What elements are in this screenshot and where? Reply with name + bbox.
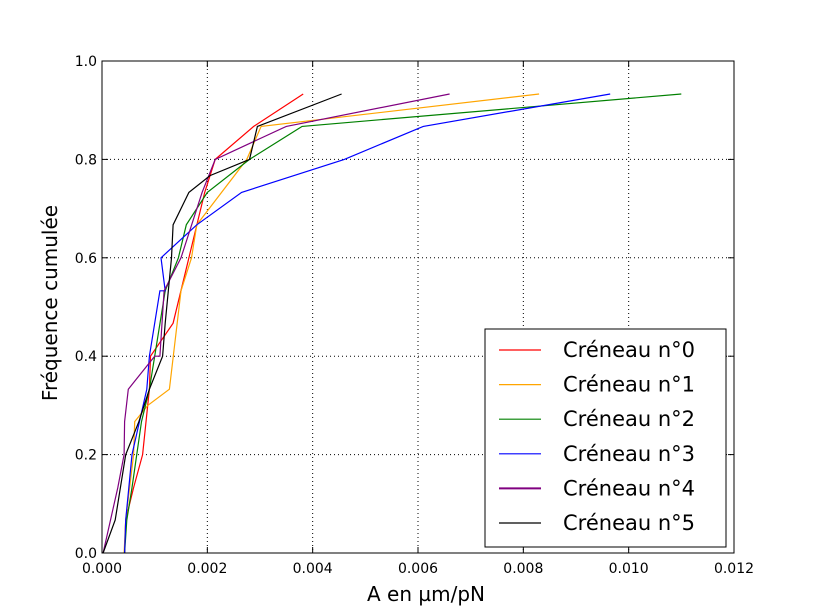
- series-lines: [102, 93, 682, 554]
- series-line-3: [124, 93, 611, 554]
- legend-label-3: Créneau n°3: [563, 442, 695, 466]
- x-tick-label: 0.004: [293, 561, 333, 577]
- y-tick-label: 0.0: [75, 546, 97, 562]
- x-tick-label: 0.008: [503, 561, 543, 577]
- series-line-2: [124, 93, 682, 554]
- legend-label-4: Créneau n°4: [563, 476, 695, 500]
- series-line-0: [124, 93, 304, 554]
- legend-label-1: Créneau n°1: [563, 373, 695, 397]
- legend-label-5: Créneau n°5: [563, 511, 695, 535]
- x-tick-label: 0.006: [398, 561, 438, 577]
- series-line-4: [102, 93, 450, 554]
- x-tick-label: 0.012: [714, 561, 754, 577]
- legend-box: [484, 328, 727, 548]
- y-tick-label: 0.8: [75, 152, 97, 168]
- series-line-5: [102, 93, 342, 554]
- x-axis-label: A en µm/pN: [367, 582, 485, 606]
- y-axis-label: Fréquence cumulée: [38, 205, 62, 401]
- legend: Créneau n°0 Créneau n°1 Créneau n°2 Créneau…: [484, 328, 727, 548]
- legend-label-2: Créneau n°2: [563, 407, 695, 431]
- x-tick-label: 0.002: [187, 561, 227, 577]
- grid: [102, 61, 734, 553]
- y-tick-label: 0.2: [75, 448, 97, 464]
- y-tick-label: 0.4: [75, 349, 97, 365]
- x-tick-label: 0.010: [609, 561, 649, 577]
- legend-label-0: Créneau n°0: [563, 338, 695, 362]
- axis-ticks: 0.000 0.002 0.004 0.006 0.008 0.010 0.012 0.0 0.…: [75, 54, 754, 577]
- y-tick-label: 1.0: [75, 54, 97, 70]
- series-line-1: [123, 93, 540, 554]
- y-tick-label: 0.6: [75, 251, 97, 267]
- x-tick-label: 0.000: [82, 561, 122, 577]
